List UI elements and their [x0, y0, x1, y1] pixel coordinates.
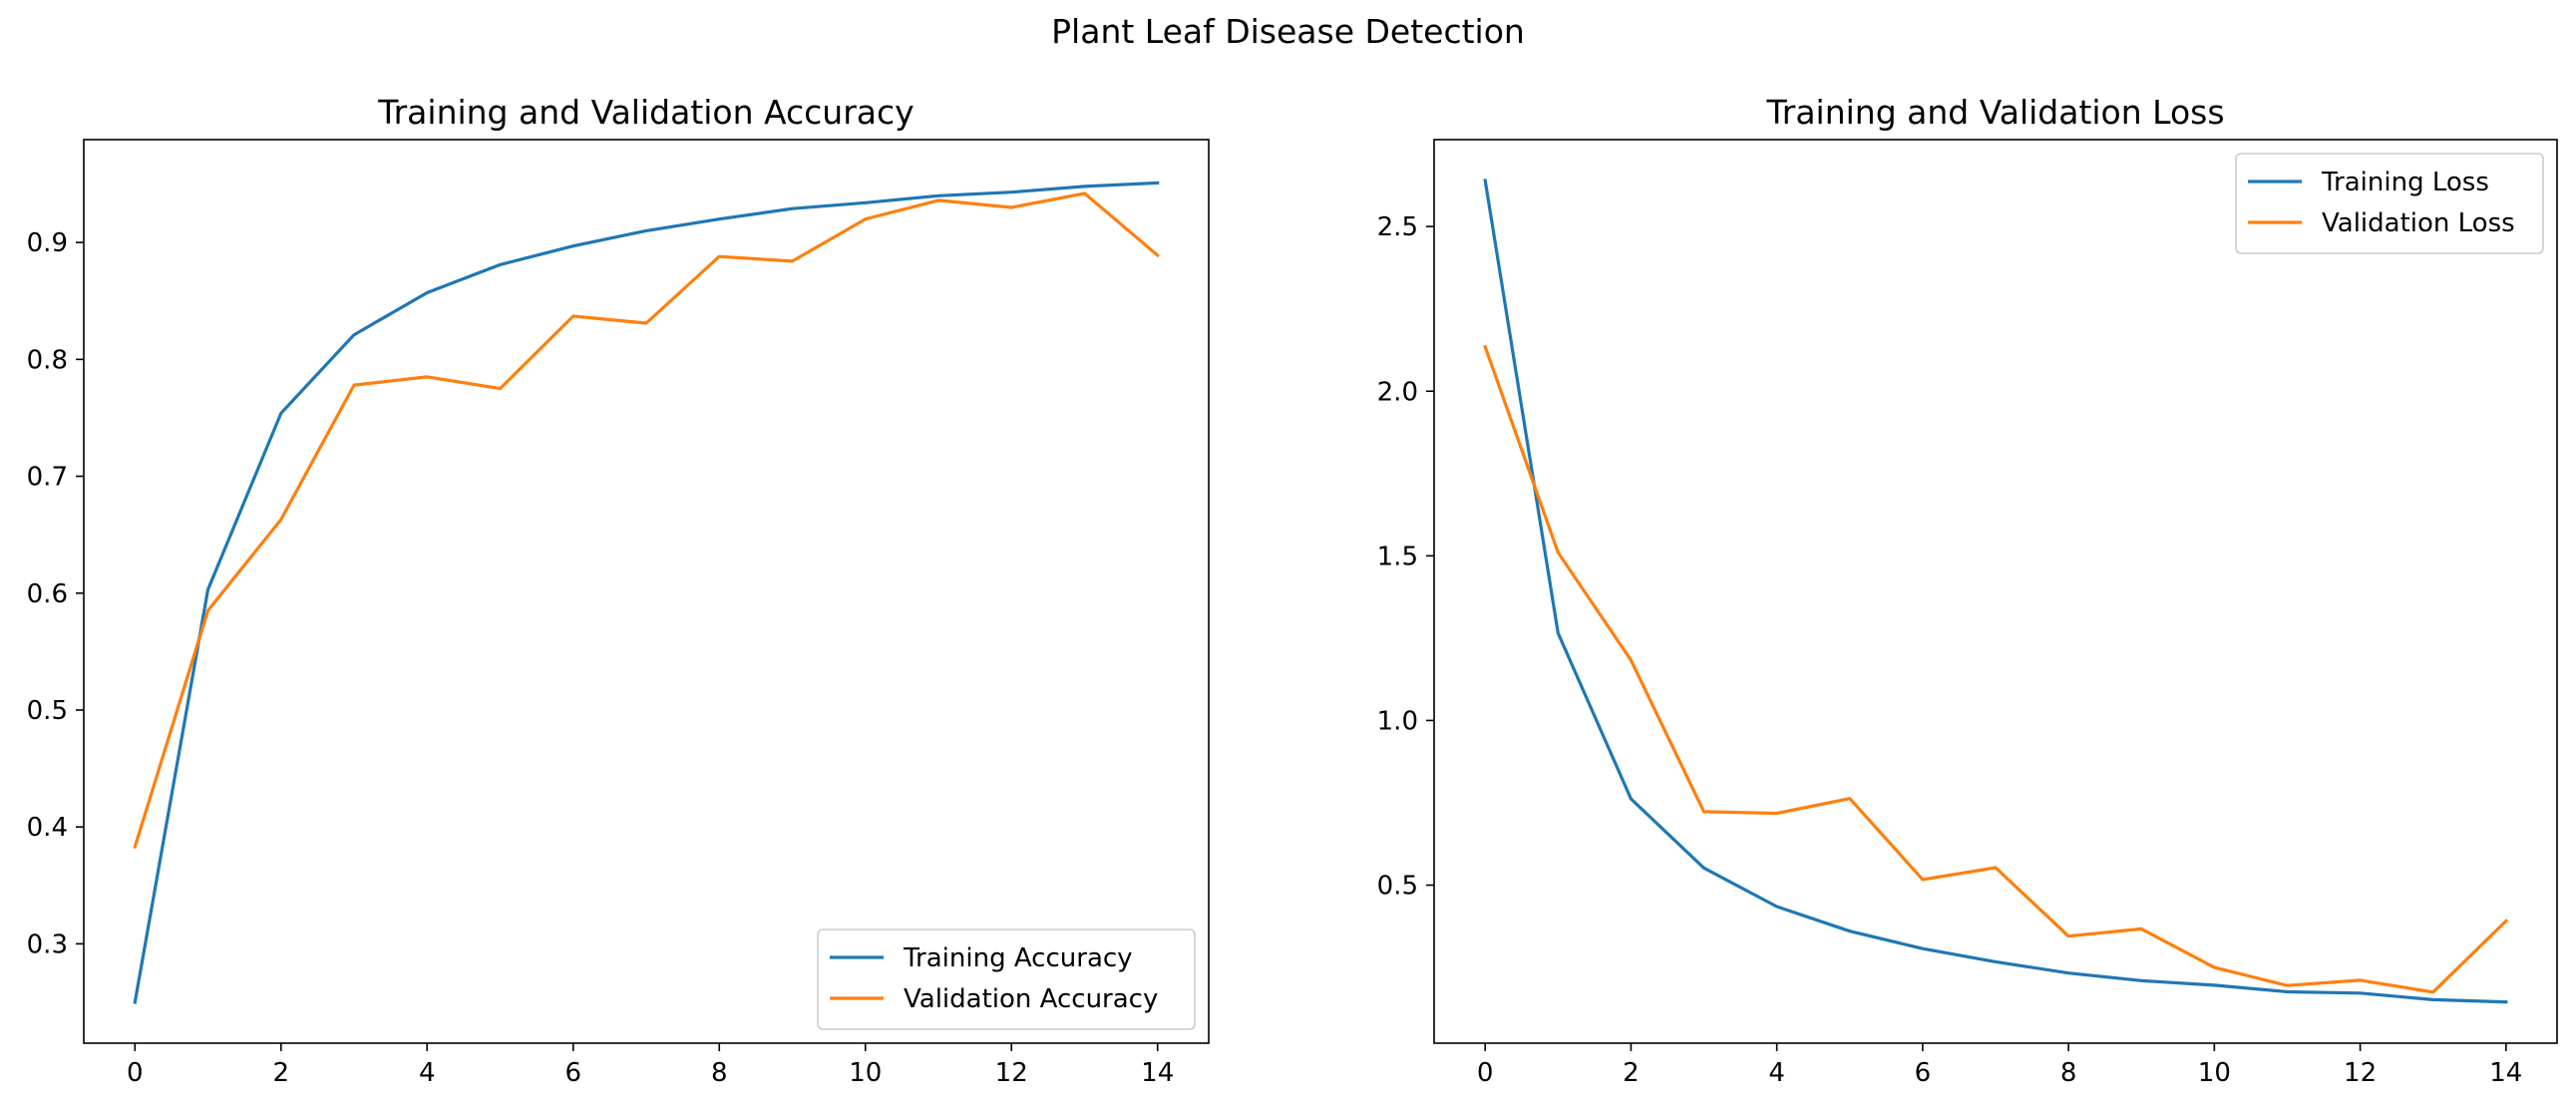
chart-2-xtick-label: 8: [2060, 1058, 2077, 1088]
chart-1-ytick-label: 0.4: [27, 813, 68, 843]
chart-2-xtick-label: 6: [1915, 1058, 1932, 1088]
chart-1-xtick-label: 10: [849, 1058, 882, 1088]
chart-2-legend-label: Training Loss: [2321, 168, 2489, 197]
chart-2-xtick-label: 4: [1768, 1058, 1785, 1088]
chart-2-xtick-label: 10: [2198, 1058, 2231, 1088]
chart-2-ytick-label: 1.5: [1377, 542, 1418, 571]
chart-1-ytick-label: 0.5: [27, 696, 68, 726]
chart-1-xtick-label: 6: [564, 1058, 581, 1088]
chart-2-ytick-label: 0.5: [1377, 872, 1418, 902]
chart-1-title: Training and Validation Accuracy: [377, 93, 914, 132]
chart-1-xtick-label: 12: [995, 1058, 1028, 1088]
chart-1-legend-label: Validation Accuracy: [904, 984, 1158, 1014]
chart-2-series-validation-loss-line: [1485, 347, 2506, 992]
chart-1-xtick-label: 0: [127, 1058, 144, 1088]
chart-1-xtick-label: 8: [711, 1058, 728, 1088]
chart-2-axes-frame: [1434, 140, 2557, 1043]
chart-2-legend-label: Validation Loss: [2322, 208, 2515, 238]
chart-1-xtick-label: 4: [419, 1058, 436, 1088]
chart-2-series-training-loss-line: [1485, 181, 2506, 1002]
chart-1-series-training-accuracy-line: [135, 183, 1157, 1002]
chart-1-ytick-label: 0.9: [27, 228, 68, 258]
chart-2-xtick-label: 0: [1477, 1058, 1494, 1088]
chart-2-xtick-label: 12: [2344, 1058, 2377, 1088]
chart-1-xtick-label: 14: [1141, 1058, 1174, 1088]
chart-1-ytick-label: 0.6: [27, 579, 68, 609]
chart-2-ytick-label: 2.5: [1377, 212, 1418, 242]
chart-2-ytick-label: 1.0: [1377, 706, 1418, 736]
chart-1-series-validation-accuracy-line: [135, 193, 1157, 847]
chart-1-xtick-label: 2: [272, 1058, 289, 1088]
chart-1-ytick-label: 0.3: [27, 929, 68, 959]
chart-1-legend-label: Training Accuracy: [903, 943, 1133, 973]
chart-2-ytick-label: 2.0: [1377, 377, 1418, 407]
chart-1-axes-frame: [84, 140, 1209, 1043]
chart-1-ytick-label: 0.7: [27, 463, 68, 493]
chart-1-ytick-label: 0.8: [27, 345, 68, 375]
chart-2-xtick-label: 14: [2489, 1058, 2522, 1088]
chart-2-title: Training and Validation Loss: [1765, 93, 2224, 132]
chart-2-xtick-label: 2: [1623, 1058, 1640, 1088]
